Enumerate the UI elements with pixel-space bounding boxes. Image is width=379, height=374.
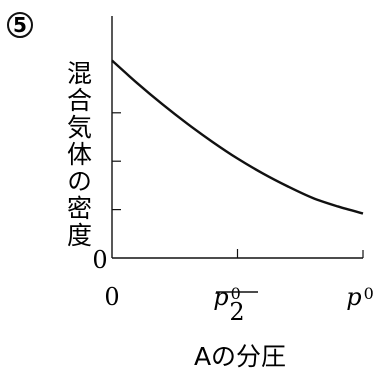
series-line (111, 59, 364, 215)
x-tick-label-0: 0 (104, 283, 119, 311)
x-axis-label: Aの分圧 (194, 342, 286, 371)
x-tick-p0-sub: 0 (364, 284, 374, 303)
y-origin-label: 0 (92, 246, 107, 274)
x-tick-p0-p: p (346, 283, 361, 311)
x-tick-half-sub: 0 (231, 284, 241, 303)
problem-marker: 5 (13, 13, 27, 37)
x-tick-half-p: p (213, 283, 228, 311)
x-tick-half-denominator: 2 (229, 298, 244, 326)
problem-marker-circle (7, 12, 33, 38)
y-axis-label: 混合気体の密度 (64, 60, 93, 249)
